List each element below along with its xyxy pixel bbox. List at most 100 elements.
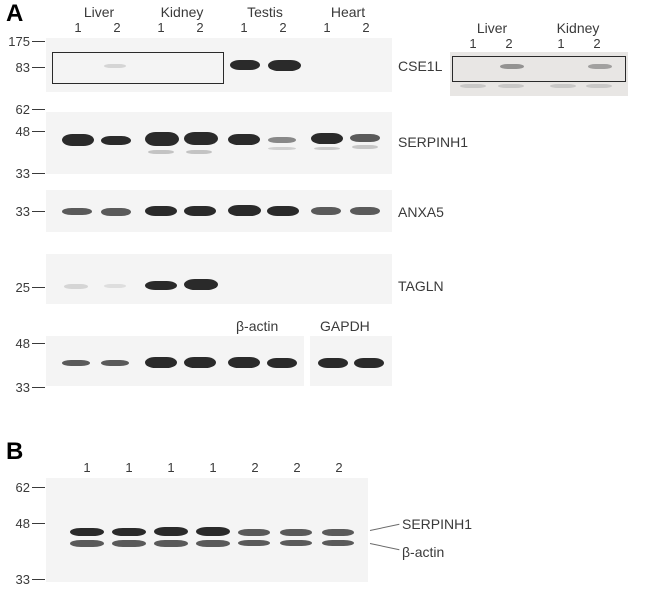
band-s-1 [62, 134, 94, 146]
tick-33a [32, 173, 45, 174]
label-bactin: β-actin [236, 318, 278, 334]
mw-62b: 62 [4, 480, 30, 495]
label-b-bactin: β-actin [402, 544, 444, 560]
band-t-3 [145, 281, 177, 290]
bb-1u [70, 528, 104, 536]
band-a-5 [228, 205, 261, 216]
band-t-2 [104, 284, 126, 288]
band-a-1 [62, 208, 92, 215]
band-cse1l-testis2 [268, 60, 301, 71]
band-s-8 [350, 134, 380, 142]
tick-33d [32, 579, 45, 580]
lane-a-5: 2 [275, 20, 291, 35]
tick-25 [32, 287, 45, 288]
bb-2u [112, 528, 146, 536]
band-s-2 [101, 136, 131, 145]
mw-25: 25 [4, 280, 30, 295]
band-a-3 [145, 206, 177, 216]
bracket-top [370, 524, 400, 531]
mw-33b: 33 [4, 204, 30, 219]
label-tagln: TAGLN [398, 278, 444, 294]
blot-serpinh1 [46, 112, 392, 174]
label-gapdh: GAPDH [320, 318, 370, 334]
tick-48 [32, 131, 45, 132]
band-cse1l-liver2 [104, 64, 126, 68]
bracket-bot [370, 543, 400, 550]
tick-48c [32, 523, 45, 524]
lane-a-0: 1 [70, 20, 86, 35]
band-s-3 [145, 132, 179, 146]
tick-33b [32, 211, 45, 212]
lane-b-1: 1 [122, 460, 136, 475]
band-a-2 [101, 208, 131, 216]
inset-lane-0: 1 [466, 36, 480, 51]
blot-bactin [46, 336, 304, 386]
band-b-2 [101, 360, 129, 366]
tick-83 [32, 67, 45, 68]
inset-band-liver2 [500, 64, 524, 69]
bb-3u [154, 527, 188, 536]
band-s-4 [184, 132, 218, 145]
tissue-heart-a: Heart [313, 4, 383, 20]
lane-a-6: 1 [319, 20, 335, 35]
lane-a-7: 2 [358, 20, 374, 35]
lane-b-4: 2 [248, 460, 262, 475]
tissue-liver-a: Liver [64, 4, 134, 20]
mw-33a: 33 [4, 166, 30, 181]
bb-4l [196, 540, 230, 547]
band-b-4 [184, 357, 216, 368]
mw-48b: 48 [4, 336, 30, 351]
label-anxa5: ANXA5 [398, 204, 444, 220]
inset-lower-4 [586, 84, 612, 88]
inset-highlight-box [452, 56, 626, 82]
band-s-4b [186, 150, 212, 154]
label-b-serpinh1: SERPINH1 [402, 516, 472, 532]
bb-6l [280, 540, 312, 546]
lane-b-3: 1 [206, 460, 220, 475]
bb-3l [154, 540, 188, 547]
band-t-4 [184, 279, 218, 290]
inset-band-kidney2 [588, 64, 612, 69]
band-a-4 [184, 206, 216, 216]
mw-48c: 48 [4, 516, 30, 531]
inset-lane-1: 2 [502, 36, 516, 51]
mw-33d: 33 [4, 572, 30, 587]
inset-lower-1 [460, 84, 486, 88]
mw-33c: 33 [4, 380, 30, 395]
tissue-testis-a: Testis [230, 4, 300, 20]
mw-62: 62 [4, 102, 30, 117]
mw-48: 48 [4, 124, 30, 139]
inset-lower-3 [550, 84, 576, 88]
lane-a-2: 1 [153, 20, 169, 35]
band-cse1l-testis1 [230, 60, 260, 70]
inset-lane-2: 1 [554, 36, 568, 51]
inset-kidney: Kidney [548, 20, 608, 36]
bb-2l [112, 540, 146, 547]
label-cse1l: CSE1L [398, 58, 442, 74]
tick-33c [32, 387, 45, 388]
lane-a-4: 1 [236, 20, 252, 35]
cse1l-highlight-box [52, 52, 224, 84]
bb-5u [238, 529, 270, 536]
panel-b-label: B [6, 438, 23, 466]
bb-1l [70, 540, 104, 547]
label-serpinh1: SERPINH1 [398, 134, 468, 150]
band-b-3 [145, 357, 177, 368]
band-b-6 [267, 358, 297, 368]
band-s-6b [268, 147, 296, 150]
bb-7l [322, 540, 354, 546]
inset-liver: Liver [462, 20, 522, 36]
mw-83: 83 [4, 60, 30, 75]
mw-175: 175 [4, 34, 30, 49]
lane-a-1: 2 [109, 20, 125, 35]
blot-gapdh [310, 336, 392, 386]
band-a-7 [311, 207, 341, 215]
bb-7u [322, 529, 354, 536]
tick-175 [32, 41, 45, 42]
inset-lower-2 [498, 84, 524, 88]
inset-lane-3: 2 [590, 36, 604, 51]
blot-anxa5 [46, 190, 392, 232]
lane-b-0: 1 [80, 460, 94, 475]
band-g-1 [318, 358, 348, 368]
tick-62 [32, 109, 45, 110]
